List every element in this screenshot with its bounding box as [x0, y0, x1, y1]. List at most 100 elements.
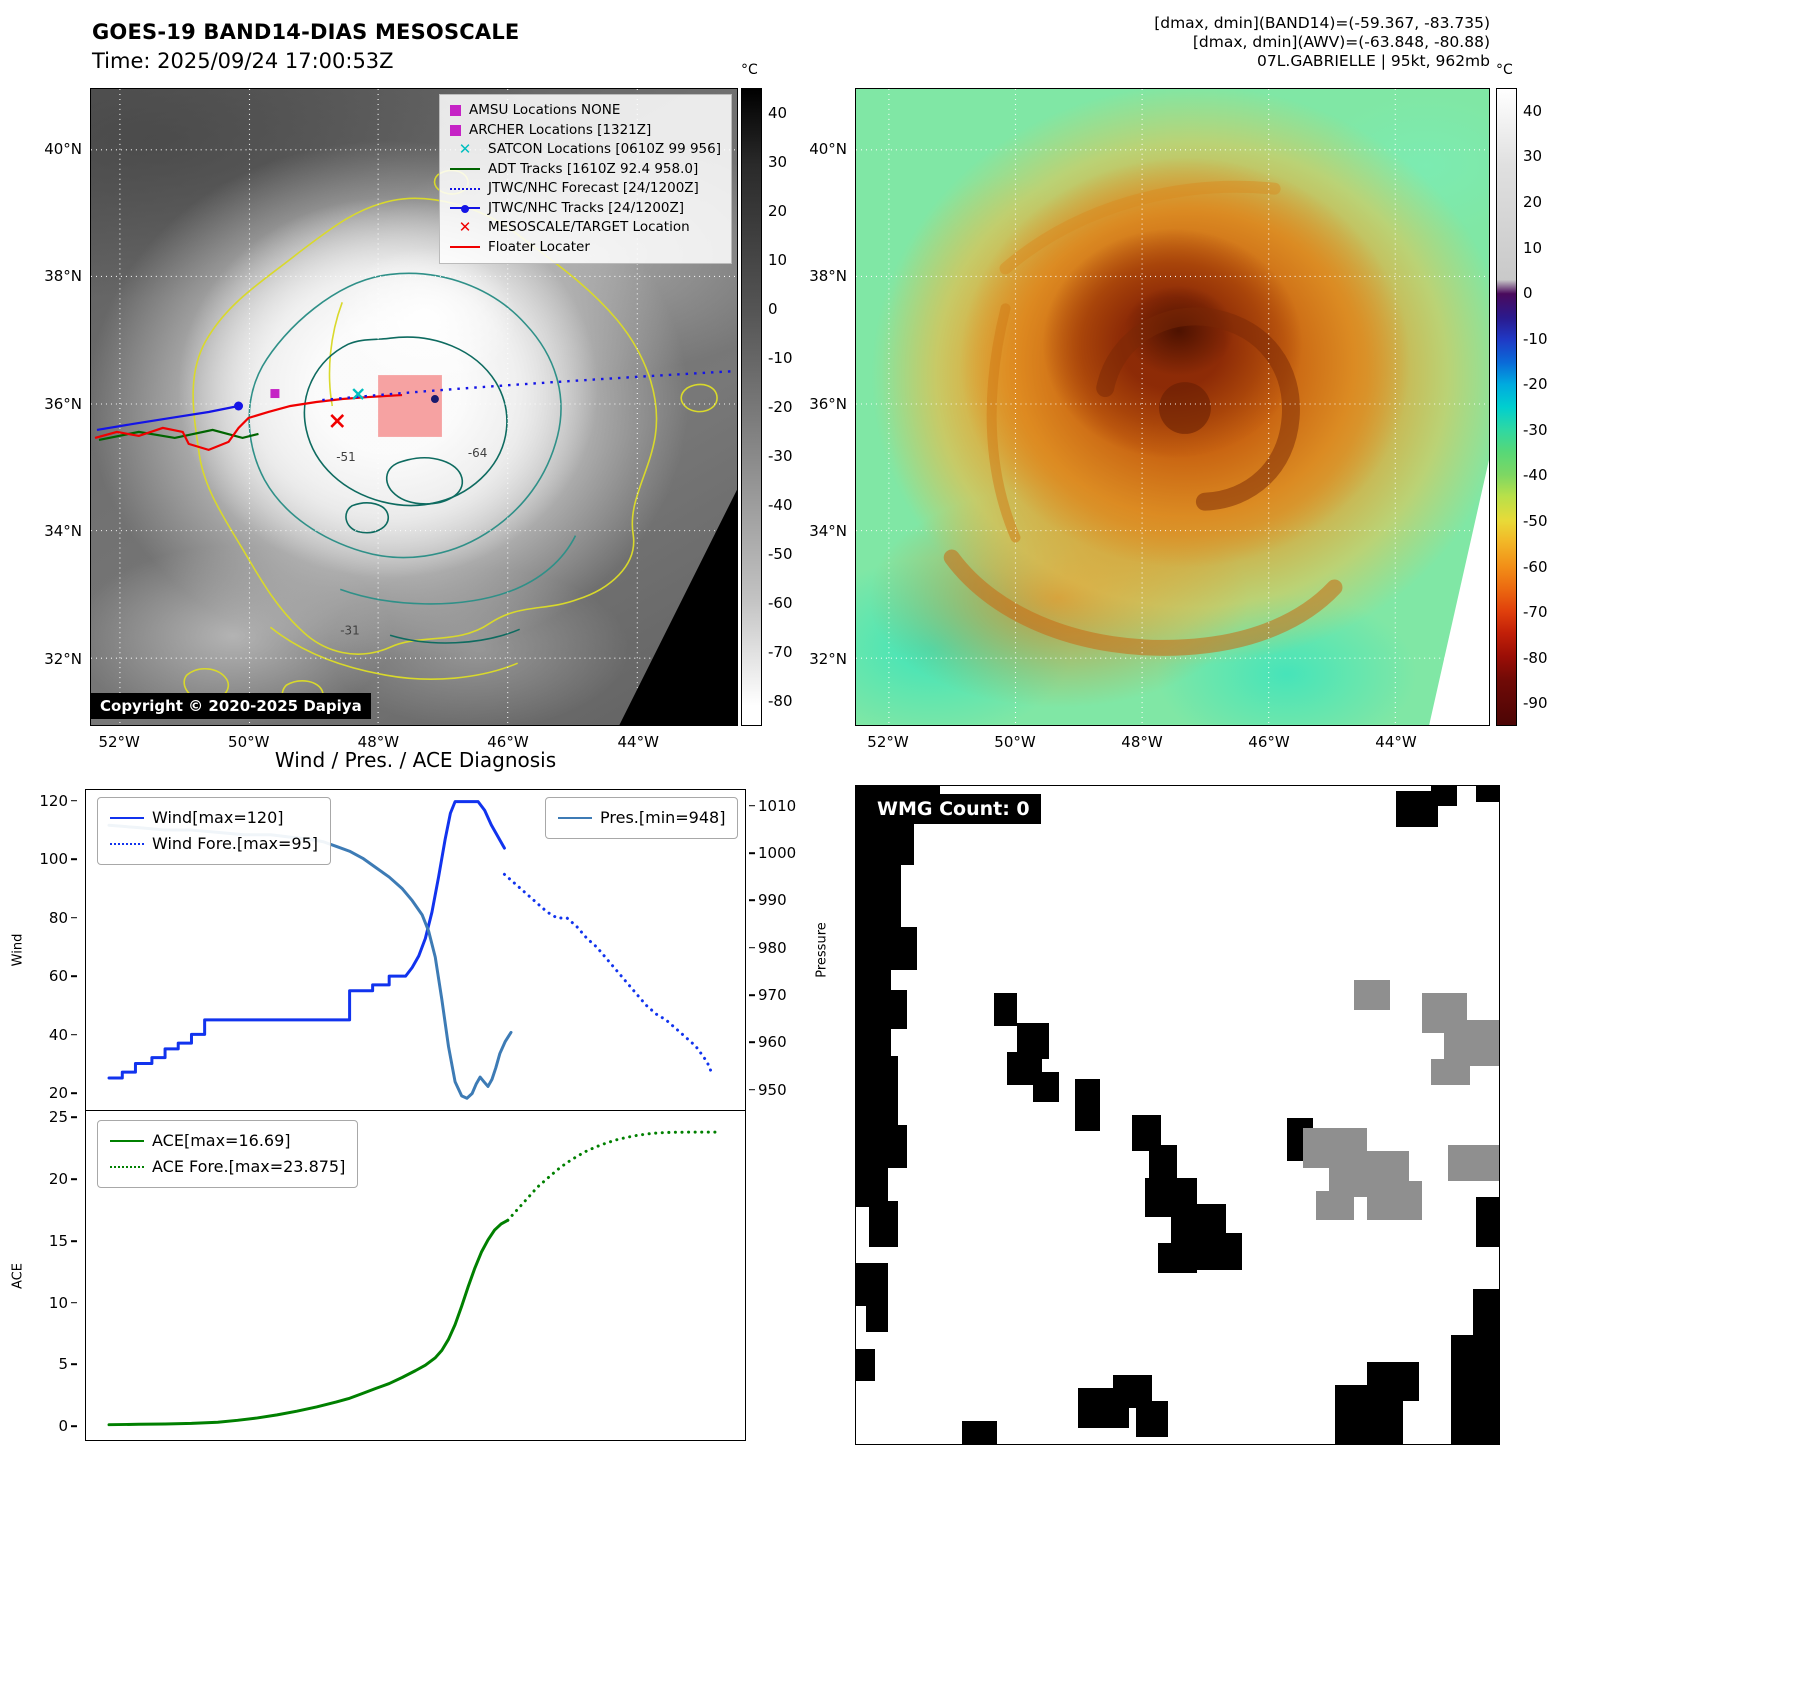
axis-tick-label: 36°N	[44, 394, 82, 413]
contour-label: -51	[336, 450, 356, 464]
ace-plot	[107, 1130, 721, 1427]
axis-tick-label: 950	[758, 1080, 787, 1099]
axis-tick-label: 34°N	[44, 522, 82, 541]
colorbar-tick-label: -10	[1523, 329, 1548, 348]
axis-tick-label: 20	[48, 1170, 68, 1189]
legend-item: ACE[max=16.69]	[110, 1128, 345, 1154]
axis-tick-label: 1000	[758, 843, 797, 862]
band14-overlay: -64 -51 -31	[91, 89, 737, 725]
awv-colorbar-unit: °C	[1496, 62, 1513, 78]
ace-legend: ACE[max=16.69] ACE Fore.[max=23.875]	[97, 1120, 359, 1188]
axis-tick-label: 80	[48, 908, 68, 927]
axis-tick-label: 48°W	[1121, 733, 1163, 751]
axis-tick-label: 970	[758, 985, 787, 1004]
line-marker-icon	[450, 246, 480, 249]
axis-tick-label: 44°W	[1375, 733, 1417, 751]
awv-lon-axis: 52°W 50°W 48°W 46°W 44°W	[855, 730, 1490, 752]
no-data-wedge	[1429, 459, 1489, 725]
awv-header-line: [dmax, dmin](AWV)=(-63.848, -80.88)	[1192, 33, 1490, 51]
wmg-block	[1431, 786, 1458, 806]
wmg-block	[1450, 1335, 1499, 1444]
axis-tick-label: 32°N	[809, 650, 847, 668]
x-marker-icon: ✕	[458, 218, 472, 237]
legend-item: Wind Fore.[max=95]	[110, 831, 318, 857]
jtwc-track-point	[234, 401, 244, 411]
line-dot-marker-icon	[450, 205, 480, 214]
pressure-y-axis: 950 960 970 980 990 1000 1010	[748, 789, 803, 1111]
legend-label: ARCHER Locations [1321Z]	[469, 121, 652, 138]
wmg-block	[1444, 1019, 1499, 1066]
wmg-block	[1148, 1144, 1178, 1181]
awv-header: [dmax, dmin](BAND14)=(-59.367, -83.735) …	[1154, 14, 1490, 71]
wmg-block	[878, 989, 908, 1030]
legend-label: MESOSCALE/TARGET Location	[488, 219, 690, 235]
colorbar-tick-label: 20	[768, 201, 788, 220]
wmg-block	[1158, 1243, 1197, 1273]
wmg-block	[1476, 1197, 1499, 1247]
axis-tick-label: 52°W	[867, 733, 909, 751]
colorbar-tick-label: -40	[1523, 466, 1548, 485]
legend-label: Wind[max=120]	[152, 808, 284, 827]
line-marker-icon	[450, 168, 480, 171]
pressure-axis-label: Pressure	[814, 922, 830, 978]
axis-tick-label: 990	[758, 891, 787, 910]
axis-tick-label: 40°N	[809, 139, 847, 158]
colorbar-tick-label: -30	[768, 447, 793, 466]
legend-label: SATCON Locations [0610Z 99 956]	[488, 141, 721, 157]
colorbar-tick-label: -40	[768, 496, 793, 515]
axis-tick-label: 44°W	[617, 733, 659, 751]
wmg-block	[994, 993, 1017, 1027]
axis-tick-label: 20	[48, 1084, 68, 1103]
band14-colorbar	[741, 88, 762, 726]
series-pressure	[107, 823, 513, 1100]
awv-header-line: 07L.GABRIELLE | 95kt, 962mb	[1257, 52, 1490, 70]
contour-dark-teal	[303, 336, 520, 644]
legend-label: AMSU Locations NONE	[469, 102, 621, 118]
colorbar-tick-label: -30	[1523, 420, 1548, 439]
colorbar-tick-label: 0	[1523, 284, 1533, 303]
axis-tick-label: 48°W	[357, 733, 400, 751]
line-marker-icon	[558, 817, 592, 819]
axis-tick-label: 50°W	[994, 733, 1036, 751]
wmg-title: WMG Count: 0	[866, 794, 1041, 824]
awv-overlay	[856, 89, 1489, 725]
legend-item: ADT Tracks [1610Z 92.4 958.0]	[450, 160, 721, 180]
colorbar-tick-label: 0	[768, 299, 778, 318]
wmg-block	[1476, 786, 1499, 803]
legend-label: Pres.[min=948]	[600, 808, 726, 827]
colorbar-tick-label: 20	[1523, 192, 1543, 211]
axis-tick-label: 32°N	[44, 650, 82, 668]
square-marker-icon	[450, 105, 461, 117]
contour-label: -31	[340, 623, 360, 637]
colorbar-tick-label: 10	[1523, 238, 1543, 257]
legend-item: AMSU Locations NONE	[450, 101, 721, 121]
colorbar-tick-label: -70	[768, 643, 793, 662]
wmg-block	[856, 1348, 876, 1382]
band14-header: GOES-19 BAND14-DIAS MESOSCALE Time: 2025…	[92, 20, 519, 73]
wmg-block	[1032, 1072, 1059, 1102]
square-marker-icon	[450, 124, 461, 136]
axis-tick-label: 46°W	[1248, 733, 1290, 751]
wmg-block	[1074, 1078, 1101, 1132]
contour-teal	[248, 272, 577, 605]
colorbar-tick-label: 30	[1523, 147, 1543, 166]
axis-tick-label: 38°N	[44, 267, 82, 286]
colorbar-tick-label: -80	[1523, 648, 1548, 667]
wmg-block	[1196, 1233, 1242, 1270]
jtwc-track	[96, 404, 239, 432]
colorbar-tick-label: -80	[768, 692, 793, 711]
legend-item: ✕ SATCON Locations [0610Z 99 956]	[450, 140, 721, 160]
legend-label: Floater Locater	[488, 238, 590, 255]
x-marker-icon: ✕	[458, 140, 472, 159]
colorbar-tick-label: 40	[768, 103, 788, 122]
axis-tick-label: 34°N	[809, 522, 847, 541]
wmg-block	[1473, 1289, 1499, 1342]
legend-label: ACE Fore.[max=23.875]	[152, 1157, 346, 1176]
wmg-block	[868, 1200, 898, 1247]
axis-tick-label: 40	[48, 1025, 68, 1044]
series-ace	[107, 1218, 510, 1427]
colorbar-tick-label: -20	[1523, 375, 1548, 394]
colorbar-tick-label: -90	[1523, 694, 1548, 713]
colorbar-tick-label: -50	[768, 545, 793, 564]
